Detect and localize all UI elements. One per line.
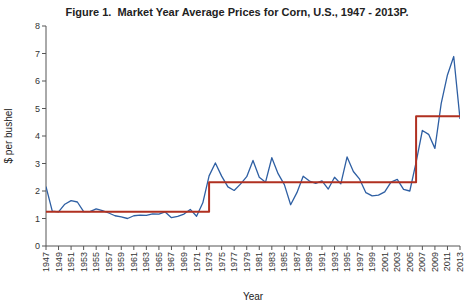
x-tick-label: 1969: [179, 252, 189, 272]
y-tick-label: 8: [35, 21, 40, 31]
x-tick-label: 1987: [292, 252, 302, 272]
x-tick-label: 2007: [417, 252, 427, 272]
x-tick: [334, 246, 335, 250]
x-tick: [384, 246, 385, 250]
x-tick: [196, 246, 197, 250]
x-tick-label: 1959: [116, 252, 126, 272]
y-axis-label: $ per bushel: [3, 108, 14, 163]
x-tick: [209, 246, 210, 250]
x-tick-label: 1975: [217, 252, 227, 272]
x-tick: [284, 246, 285, 250]
x-tick-label: 1997: [355, 252, 365, 272]
x-tick: [146, 246, 147, 250]
y-tick-label: 4: [35, 131, 40, 141]
x-tick: [96, 246, 97, 250]
x-tick: [347, 246, 348, 250]
x-tick: [83, 246, 84, 250]
x-tick: [121, 246, 122, 250]
plot-area: [46, 57, 460, 219]
y-tick-label: 2: [35, 186, 40, 196]
series-line: [46, 116, 460, 211]
x-tick-label: 1977: [229, 252, 239, 272]
x-tick-label: 1965: [154, 252, 164, 272]
x-tick: [259, 246, 260, 250]
x-tick-label: 1971: [192, 252, 202, 272]
x-tick: [71, 246, 72, 250]
x-tick: [296, 246, 297, 250]
x-tick: [158, 246, 159, 250]
y-tick-label: 7: [35, 49, 40, 59]
x-tick-label: 1949: [54, 252, 64, 272]
x-tick-label: 1955: [91, 252, 101, 272]
x-tick: [422, 246, 423, 250]
x-tick-label: 1957: [104, 252, 114, 272]
x-tick: [372, 246, 373, 250]
x-tick-label: 1999: [367, 252, 377, 272]
x-axis-line: [46, 246, 460, 247]
x-axis-label: Year: [243, 291, 264, 302]
x-tick: [409, 246, 410, 250]
x-tick-label: 2011: [442, 252, 452, 271]
x-tick-label: 2003: [392, 252, 402, 272]
x-tick-label: 1985: [279, 252, 289, 272]
x-tick-label: 1963: [141, 252, 151, 272]
x-tick: [133, 246, 134, 250]
x-tick: [397, 246, 398, 250]
y-tick: [42, 246, 46, 247]
y-tick-label: 5: [35, 104, 40, 114]
y-tick: [42, 136, 46, 137]
x-tick: [58, 246, 59, 250]
x-tick-label: 1961: [129, 252, 139, 272]
x-tick: [460, 246, 461, 250]
y-tick-label: 1: [35, 214, 40, 224]
y-tick-label: 0: [35, 241, 40, 251]
x-tick-label: 1947: [41, 252, 51, 272]
x-tick-label: 2001: [380, 252, 390, 272]
x-tick-label: 2005: [405, 252, 415, 272]
x-tick: [234, 246, 235, 250]
x-tick-label: 1979: [242, 252, 252, 272]
x-tick-label: 1995: [342, 252, 352, 272]
x-tick: [271, 246, 272, 250]
x-tick: [221, 246, 222, 250]
x-tick-label: 1991: [317, 252, 327, 272]
x-tick: [309, 246, 310, 250]
title: Figure 1. Market Year Average Prices for…: [65, 6, 408, 18]
x-tick: [434, 246, 435, 250]
series-line: [46, 57, 460, 219]
y-tick-label: 6: [35, 76, 40, 86]
x-tick-label: 1953: [79, 252, 89, 272]
y-tick: [42, 108, 46, 109]
x-tick-label: 2013: [455, 252, 465, 272]
x-tick: [322, 246, 323, 250]
x-tick: [171, 246, 172, 250]
y-tick: [42, 163, 46, 164]
y-tick: [42, 81, 46, 82]
x-tick: [246, 246, 247, 250]
x-tick-label: 1989: [304, 252, 314, 272]
x-tick-label: 2009: [430, 252, 440, 272]
y-tick: [42, 26, 46, 27]
x-tick: [447, 246, 448, 250]
x-tick-label: 1993: [330, 252, 340, 272]
x-tick-label: 1981: [254, 252, 264, 272]
x-tick: [108, 246, 109, 250]
x-tick-label: 1967: [166, 252, 176, 272]
y-tick: [42, 218, 46, 219]
x-tick: [46, 246, 47, 250]
y-tick-label: 3: [35, 159, 40, 169]
x-tick: [184, 246, 185, 250]
x-tick-label: 1951: [66, 252, 76, 272]
y-tick: [42, 191, 46, 192]
chart: Figure 1. Market Year Average Prices for…: [0, 0, 474, 304]
x-tick-label: 1983: [267, 252, 277, 272]
y-tick: [42, 53, 46, 54]
x-tick-label: 1973: [204, 252, 214, 272]
x-tick: [359, 246, 360, 250]
